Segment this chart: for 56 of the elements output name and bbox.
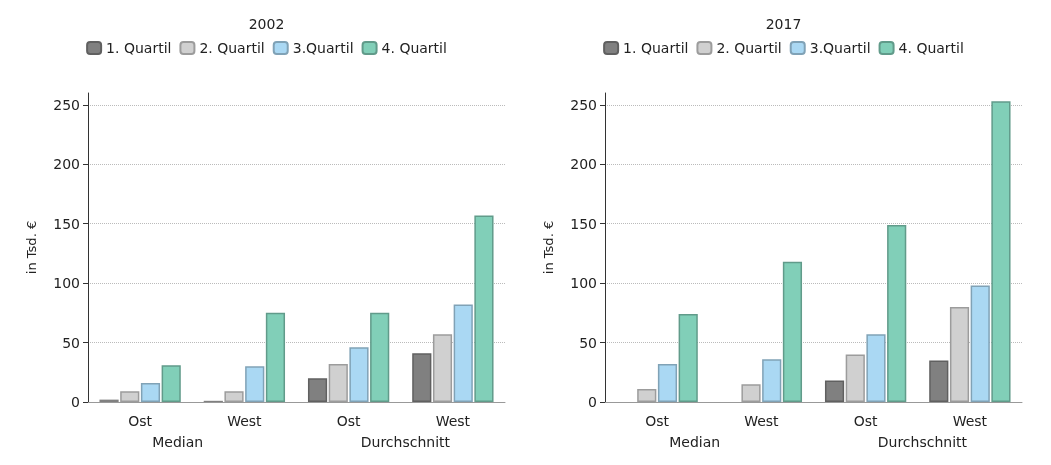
x-tick-label: West	[227, 413, 263, 429]
legend-label: 3.Quartil	[292, 40, 354, 56]
text: Durchschnitt	[877, 434, 968, 450]
text: Median	[669, 434, 721, 450]
y-tick-label: 100	[570, 275, 597, 292]
bar	[307, 378, 328, 402]
bar	[657, 363, 678, 402]
y-tick-label: 150	[570, 215, 597, 232]
bar	[474, 215, 494, 402]
legend-label: 2. Quartil	[199, 40, 265, 56]
y-axis-title: in Tsd. €	[24, 220, 39, 275]
bar	[140, 382, 161, 402]
x-tick-label: Ost	[336, 413, 362, 429]
bar	[929, 360, 949, 402]
legend-label: 1. Quartil	[623, 40, 689, 56]
y-axis-title: in Tsd. €	[541, 220, 556, 275]
y-tick-label: 0	[71, 394, 80, 410]
bar	[265, 312, 286, 402]
y-tick-label: 0	[588, 394, 597, 410]
bar	[887, 224, 907, 402]
bar	[453, 304, 473, 402]
legend-label: 2. Quartil	[716, 40, 782, 56]
bar	[782, 261, 803, 402]
text: Median	[152, 434, 204, 450]
legend-label: 4. Quartil	[898, 40, 964, 56]
y-tick-label: 250	[570, 96, 597, 113]
bar	[824, 380, 845, 402]
x-tick-label: Ost	[128, 413, 153, 429]
y-tick-label: 100	[53, 275, 80, 292]
bar	[970, 285, 990, 402]
y-tick-label: 150	[53, 215, 80, 232]
y-tick-label: 250	[53, 96, 80, 113]
bar	[762, 359, 782, 402]
legend-label: 1. Quartil	[106, 40, 172, 56]
y-tick-label: 50	[579, 334, 597, 351]
bar	[370, 312, 390, 402]
x-tick-label: Ost	[853, 413, 879, 429]
bar	[991, 101, 1011, 402]
y-tick-label: 50	[62, 334, 80, 351]
x-tick-label: West	[952, 413, 988, 429]
x-tick-label: West	[744, 413, 780, 429]
legend-label: 4. Quartil	[381, 40, 447, 56]
text: Durchschnitt	[360, 434, 451, 450]
bar	[161, 365, 181, 402]
bar	[412, 353, 432, 402]
bar	[245, 366, 265, 402]
y-tick-label: 200	[53, 156, 80, 173]
bar	[866, 334, 886, 402]
x-tick-label: West	[435, 413, 471, 429]
bar	[678, 314, 698, 402]
y-tick-label: 200	[570, 156, 597, 173]
chart-title: 2002	[248, 16, 285, 32]
x-tick-label: Ost	[645, 413, 670, 429]
legend-label: 3.Quartil	[809, 40, 871, 56]
bar	[349, 347, 369, 402]
chart-title: 2017	[765, 16, 802, 32]
